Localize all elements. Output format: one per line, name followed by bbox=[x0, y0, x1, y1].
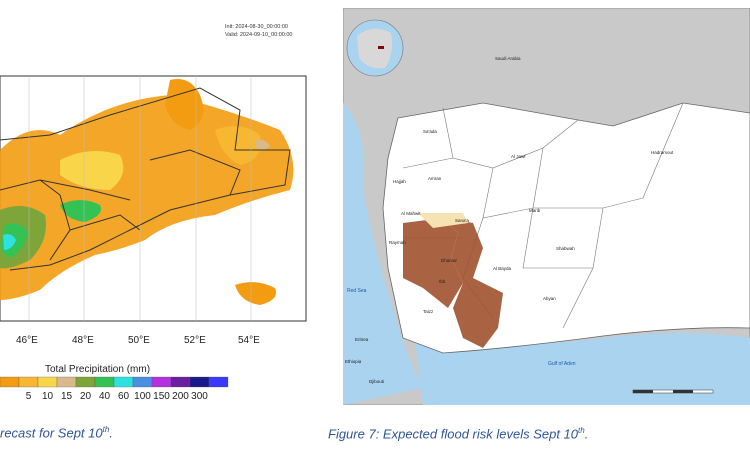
legend-value-label: 5 bbox=[26, 391, 32, 402]
label-hadramout: Hadramout bbox=[651, 150, 674, 155]
legend-swatch bbox=[94, 376, 115, 388]
legend-title: Total Precipitation (mm) bbox=[45, 364, 150, 375]
label-djibouti: Djibouti bbox=[369, 379, 384, 384]
label-shabwah: Shabwah bbox=[556, 246, 575, 251]
legend-swatch bbox=[113, 376, 134, 388]
precipitation-field bbox=[0, 79, 294, 305]
left-caption-suffix: th bbox=[102, 425, 110, 434]
governorate-boundaries bbox=[402, 102, 684, 329]
legend-value-label: 15 bbox=[61, 391, 73, 402]
label-al-mahwit: Al Mahwit bbox=[401, 211, 421, 216]
precipitation-map: Init: 2024-08-30_00:00:00 Valid: 2024-09… bbox=[0, 24, 307, 402]
x-axis-ticks: 46°E 48°E 50°E 52°E 54°E bbox=[16, 335, 260, 346]
boundaries bbox=[0, 87, 291, 271]
label-saada: Sa'ada bbox=[423, 129, 437, 134]
legend-value-label: 150 bbox=[153, 391, 170, 402]
label-raymah: Raymah bbox=[389, 240, 406, 245]
left-caption-tail: . bbox=[109, 425, 113, 441]
label-ethiopia: Ethiopia bbox=[345, 359, 362, 364]
scale-bar bbox=[632, 389, 714, 394]
label-saudi-arabia: Saudi Arabia bbox=[495, 56, 521, 61]
legend-swatch bbox=[189, 376, 210, 388]
legend-labels: 5 10 15 20 40 60 100 150 200 300 bbox=[26, 391, 209, 402]
label-ibb: Ibb bbox=[439, 279, 446, 284]
legend-swatch bbox=[37, 376, 58, 388]
label-al-bayda: Al Bayda bbox=[493, 266, 512, 271]
label-red-sea: Red Sea bbox=[347, 288, 367, 294]
precipitation-forecast-figure: Init: 2024-08-30_00:00:00 Valid: 2024-09… bbox=[0, 0, 320, 440]
left-caption-text: recast for Sept 10 bbox=[0, 425, 103, 441]
legend-value-label: 300 bbox=[191, 391, 208, 402]
label-marib: Marib bbox=[529, 208, 541, 213]
label-eritrea: Eritrea bbox=[355, 337, 369, 342]
flood-risk-west bbox=[403, 218, 463, 308]
legend-value-label: 40 bbox=[99, 391, 111, 402]
legend-colorbar bbox=[0, 376, 229, 388]
legend-swatch bbox=[0, 376, 20, 388]
flood-risk-figure: Saudi Arabia Red Sea Gulf of Aden Eritre… bbox=[328, 7, 750, 441]
red-sea bbox=[343, 103, 423, 405]
x-tick-label: 54°E bbox=[238, 335, 260, 346]
legend-value-label: 200 bbox=[172, 391, 189, 402]
legend-value-label: 10 bbox=[42, 391, 54, 402]
right-caption-suffix: th bbox=[578, 426, 585, 435]
legend-value-label: 100 bbox=[134, 391, 151, 402]
right-caption-tail: . bbox=[584, 426, 589, 442]
flood-risk-central bbox=[443, 218, 503, 348]
right-caption: Figure 7: Expected flood risk levels Sep… bbox=[328, 426, 588, 441]
label-amran: Amran bbox=[428, 176, 442, 181]
locator-globe bbox=[346, 19, 404, 77]
legend-value-label: 20 bbox=[80, 391, 92, 402]
legend-swatch bbox=[18, 376, 39, 388]
label-al-jawf: Al Jawf bbox=[511, 154, 526, 159]
label-hajjah: Hajjah bbox=[393, 179, 406, 184]
legend-swatch bbox=[170, 376, 191, 388]
label-abyan: Abyan bbox=[543, 296, 556, 301]
grid-lines bbox=[28, 76, 252, 321]
legend-swatch bbox=[208, 376, 229, 388]
x-tick-label: 46°E bbox=[16, 335, 38, 346]
legend-swatch bbox=[151, 376, 172, 388]
flood-risk-low bbox=[418, 213, 468, 228]
legend-value-label: 60 bbox=[118, 391, 130, 402]
legend-swatch bbox=[132, 376, 153, 388]
label-taizz: Taizz bbox=[423, 309, 434, 314]
right-caption-text: Figure 7: Expected flood risk levels Sep… bbox=[328, 426, 579, 442]
label-gulf-of-aden: Gulf of Aden bbox=[548, 361, 576, 367]
flood-risk-map: Saudi Arabia Red Sea Gulf of Aden Eritre… bbox=[342, 7, 750, 406]
x-tick-label: 50°E bbox=[128, 335, 150, 346]
valid-text: Valid: 2024-09-10_00:00:00 bbox=[225, 32, 292, 38]
left-caption: recast for Sept 10th. bbox=[0, 425, 113, 440]
init-text: Init: 2024-08-30_00:00:00 bbox=[225, 24, 288, 30]
label-sanaa: Sana'a bbox=[455, 218, 469, 223]
legend-swatch bbox=[56, 376, 77, 388]
x-tick-label: 52°E bbox=[184, 335, 206, 346]
x-tick-label: 48°E bbox=[72, 335, 94, 346]
label-dhamar: Dhamar bbox=[441, 258, 458, 263]
legend-swatch bbox=[75, 376, 96, 388]
